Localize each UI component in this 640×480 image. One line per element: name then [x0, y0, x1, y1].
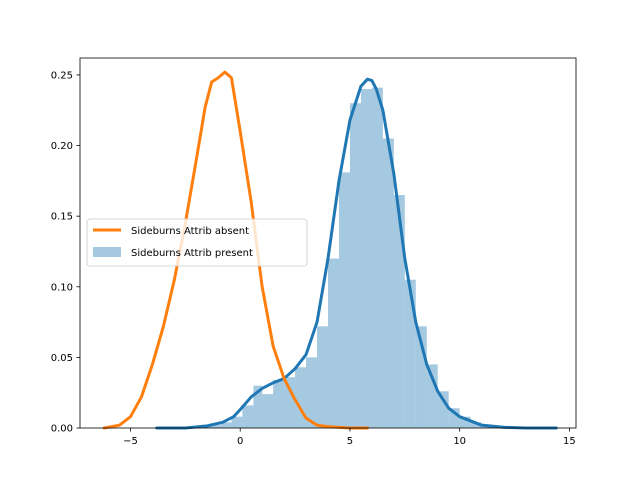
y-tick-label: 0.00 [51, 424, 73, 435]
histogram-bar [448, 408, 460, 428]
y-tick-label: 0.15 [51, 212, 73, 223]
kde-line-present [155, 77, 558, 430]
histogram-bar [317, 326, 328, 428]
x-tick-label: 10 [453, 436, 466, 447]
histogram-bar [393, 194, 405, 428]
legend-swatch-present [93, 247, 121, 257]
histogram-bars [187, 87, 504, 428]
histogram-bar [382, 138, 394, 428]
histogram-bar [242, 405, 254, 428]
y-tick-label: 0.10 [51, 282, 73, 293]
histogram-bar [371, 87, 383, 428]
histogram-bar [470, 422, 482, 428]
histogram-bar [220, 422, 232, 428]
y-tick-label: 0.25 [51, 70, 73, 81]
histogram-bar [253, 385, 263, 428]
y-axis: 0.00 0.05 0.10 0.15 0.20 0.25 [51, 70, 80, 435]
histogram-bar [284, 377, 296, 428]
x-tick-label: −5 [123, 436, 138, 447]
y-tick-label: 0.20 [51, 141, 73, 152]
histogram-bar [415, 326, 427, 428]
x-tick-label: 0 [237, 436, 243, 447]
legend-label-absent: Sideburns Attrib absent [131, 226, 249, 237]
histogram-bar [295, 367, 307, 428]
histogram-bar [273, 379, 285, 428]
legend-box [86, 218, 308, 267]
legend: Sideburns Attrib absent Sideburns Attrib… [86, 218, 308, 267]
kde-line-absent [102, 70, 369, 430]
histogram-bar [328, 258, 339, 428]
histogram-bar [437, 391, 449, 428]
histogram-bar [231, 416, 243, 428]
histogram-bar [349, 103, 361, 428]
histogram-bar [209, 425, 221, 428]
x-tick-label: 15 [563, 436, 576, 447]
histogram-bar [262, 394, 274, 428]
x-tick-label: 5 [347, 436, 353, 447]
histogram-bar [360, 89, 372, 428]
x-axis: −5 0 5 10 15 [123, 428, 576, 447]
histogram-bar [338, 172, 350, 428]
density-lines [102, 70, 558, 430]
plot-frame [79, 57, 577, 429]
histogram-bar [459, 416, 471, 428]
legend-label-present: Sideburns Attrib present [131, 248, 253, 259]
histogram-bar [404, 279, 416, 428]
histogram-bar [426, 364, 438, 428]
y-tick-label: 0.05 [51, 353, 73, 364]
histogram-bar [306, 357, 318, 428]
